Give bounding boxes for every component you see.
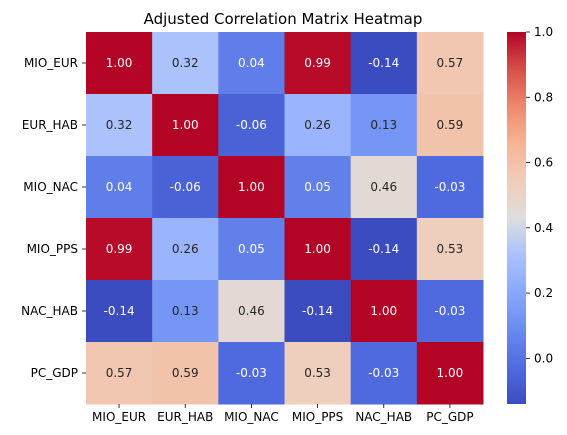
heatmap-cell: [284, 94, 352, 157]
x-tick-label: MIO_EUR: [92, 410, 146, 424]
cell-value-label: 0.05: [238, 242, 265, 256]
cell-value-label: 0.13: [172, 304, 199, 318]
heatmap-cell: [218, 32, 285, 95]
heatmap-cell: [350, 156, 418, 219]
y-axis-labels: MIO_EUR EUR_HAB MIO_NAC MIO_PPS NAC_HAB PC_GD…: [21, 56, 86, 380]
cell-value-label: 1.00: [238, 180, 265, 194]
colorbar-tick-label: 0.0: [534, 351, 553, 365]
heatmap-cell: [152, 218, 219, 281]
x-tick-label: PC_GDP: [426, 410, 473, 424]
colorbar-tick-label: 0.4: [534, 221, 553, 235]
cell-value-label: 0.46: [370, 180, 397, 194]
x-tick-label: NAC_HAB: [355, 410, 412, 424]
heatmap-cell: [86, 218, 153, 281]
cell-value-label: 0.32: [106, 118, 133, 132]
heatmap-cell: [416, 32, 484, 95]
chart-title: Adjusted Correlation Matrix Heatmap: [144, 10, 423, 28]
y-tick-label: EUR_HAB: [22, 118, 78, 132]
cell-value-label: 0.04: [238, 56, 265, 70]
heatmap-cell: [86, 156, 153, 219]
cell-value-label: 0.13: [370, 118, 397, 132]
cell-value-label: -0.03: [368, 366, 399, 380]
heatmap-cell: [416, 94, 484, 157]
cell-value-label: -0.03: [434, 180, 465, 194]
heatmap-cell: [350, 280, 418, 343]
heatmap-cell: [350, 32, 418, 95]
cell-value-label: 0.57: [106, 366, 133, 380]
cell-value-label: 1.00: [304, 242, 331, 256]
x-tick-label: MIO_PPS: [292, 410, 343, 424]
cell-value-label: -0.03: [236, 366, 267, 380]
cell-value-label: 0.59: [437, 118, 464, 132]
heatmap-cell: [284, 32, 352, 95]
cell-value-label: 0.05: [304, 180, 331, 194]
cell-value-label: -0.14: [104, 304, 135, 318]
heatmap-cell: [86, 342, 153, 405]
heatmap-cell: [152, 342, 219, 405]
heatmap-cell: [218, 94, 285, 157]
cell-value-label: -0.06: [236, 118, 267, 132]
heatmap-cell: [218, 156, 285, 219]
cell-value-label: 1.00: [437, 366, 464, 380]
heatmap-cells: 1.00 0.32 0.04 0.99 -0.14 0.57 0.32 1.00 -0.06 0.…: [86, 32, 484, 405]
heatmap-cell: [350, 218, 418, 281]
heatmap-cell: [218, 280, 285, 343]
cell-value-label: -0.03: [434, 304, 465, 318]
cell-value-label: 0.32: [172, 56, 199, 70]
heatmap-cell: [86, 280, 153, 343]
cell-value-label: 0.59: [172, 366, 199, 380]
cell-value-label: -0.14: [368, 242, 399, 256]
cell-value-label: 0.53: [437, 242, 464, 256]
y-tick-label: PC_GDP: [31, 366, 78, 380]
cell-value-label: -0.06: [170, 180, 201, 194]
cell-value-label: 1.00: [106, 56, 133, 70]
heatmap-cell: [284, 280, 352, 343]
cell-value-label: 0.53: [304, 366, 331, 380]
cell-value-label: 0.26: [172, 242, 199, 256]
colorbar-gradient: [507, 32, 526, 404]
heatmap-cell: [284, 156, 352, 219]
heatmap-cell: [152, 280, 219, 343]
x-axis-labels: MIO_EUR EUR_HAB MIO_NAC MIO_PPS NAC_HAB PC_GD…: [92, 404, 474, 424]
heatmap-cell: [218, 218, 285, 281]
heatmap-cell: [284, 342, 352, 405]
heatmap-cell: [350, 342, 418, 405]
heatmap-cell: [416, 156, 484, 219]
cell-value-label: 0.57: [437, 56, 464, 70]
heatmap-cell: [416, 280, 484, 343]
cell-value-label: -0.14: [302, 304, 333, 318]
colorbar-tick-label: 0.6: [534, 156, 553, 170]
heatmap-cell: [218, 342, 285, 405]
colorbar: 0.0 0.2 0.4 0.6 0.8 1.0: [507, 25, 553, 404]
colorbar-tick-label: 0.8: [534, 90, 553, 104]
heatmap-cell: [152, 156, 219, 219]
cell-value-label: 1.00: [370, 304, 397, 318]
heatmap-cell: [350, 94, 418, 157]
heatmap-cell: [86, 32, 153, 95]
x-tick-label: EUR_HAB: [157, 410, 213, 424]
heatmap-cell: [416, 218, 484, 281]
y-tick-label: MIO_NAC: [23, 180, 78, 194]
cell-value-label: 0.46: [238, 304, 265, 318]
heatmap-cell: [416, 342, 484, 405]
heatmap-cell: [152, 32, 219, 95]
colorbar-tick-label: 0.2: [534, 286, 553, 300]
heatmap-cell: [152, 94, 219, 157]
heatmap-cell: [86, 94, 153, 157]
cell-value-label: 0.04: [106, 180, 133, 194]
cell-value-label: -0.14: [368, 56, 399, 70]
colorbar-tick-label: 1.0: [534, 25, 553, 39]
cell-value-label: 1.00: [172, 118, 199, 132]
y-tick-label: NAC_HAB: [21, 304, 78, 318]
cell-value-label: 0.99: [304, 56, 331, 70]
y-tick-label: MIO_EUR: [24, 56, 78, 70]
cell-value-label: 0.99: [106, 242, 133, 256]
y-tick-label: MIO_PPS: [27, 242, 78, 256]
heatmap-cell: [284, 218, 352, 281]
cell-value-label: 0.26: [304, 118, 331, 132]
x-tick-label: MIO_NAC: [224, 410, 279, 424]
